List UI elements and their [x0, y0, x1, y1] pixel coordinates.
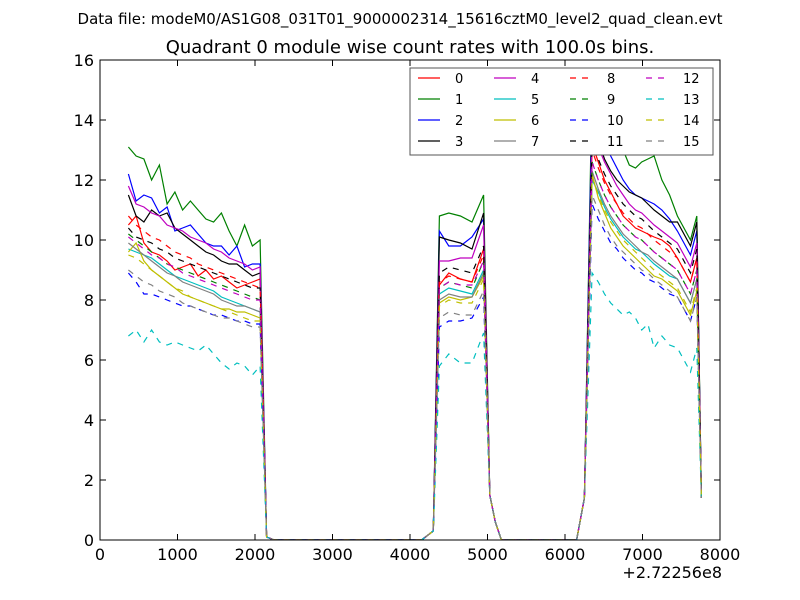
y-tick-label: 6	[84, 351, 94, 370]
legend-label-15: 15	[683, 135, 700, 150]
series-line-4	[127, 131, 702, 540]
legend-label-13: 13	[683, 93, 700, 108]
y-tick-label: 4	[84, 411, 94, 430]
x-tick-label: 7000	[622, 545, 663, 564]
legend-label-11: 11	[607, 135, 624, 150]
y-tick-label: 14	[74, 111, 94, 130]
legend-label-8: 8	[607, 72, 615, 87]
x-tick-label: 8000	[700, 545, 741, 564]
series-line-14	[128, 176, 702, 540]
y-tick-label: 16	[74, 51, 94, 70]
figure-suptitle: Data file: modeM0/AS1G08_031T01_90000023…	[78, 10, 723, 29]
y-tick-label: 10	[74, 231, 94, 250]
legend-label-1: 1	[455, 93, 463, 108]
series-line-8	[127, 149, 702, 540]
legend-label-2: 2	[455, 114, 463, 129]
x-offset-label: +2.72256e8	[622, 563, 722, 582]
legend-label-0: 0	[455, 72, 463, 87]
x-tick-label: 2000	[235, 545, 276, 564]
legend-label-5: 5	[531, 93, 539, 108]
legend-label-7: 7	[531, 135, 539, 150]
series-line-3	[127, 122, 702, 540]
y-tick-label: 2	[84, 471, 94, 490]
y-tick-label: 0	[84, 531, 94, 550]
y-tick-label: 8	[84, 291, 94, 310]
x-tick-label: 1000	[157, 545, 198, 564]
series-line-0	[127, 143, 702, 540]
legend-label-4: 4	[531, 72, 539, 87]
legend-label-6: 6	[531, 114, 539, 129]
y-tick-label: 12	[74, 171, 94, 190]
series-line-11	[127, 140, 702, 540]
legend-label-3: 3	[455, 135, 463, 150]
axis-ticks: 0 1000 2000 3000 4000 5000 6000 7000 80000246810…	[74, 51, 741, 564]
series-line-6	[127, 173, 702, 540]
chart-title: Quadrant 0 module wise count rates with …	[166, 37, 655, 58]
series-line-9	[128, 161, 702, 540]
legend-label-12: 12	[683, 72, 700, 87]
series-line-12	[128, 161, 702, 540]
x-tick-label: 3000	[312, 545, 353, 564]
x-tick-label: 5000	[467, 545, 508, 564]
legend-label-14: 14	[683, 114, 700, 129]
series-line-10	[127, 203, 702, 540]
series-line-7	[128, 170, 702, 540]
series-line-2	[127, 98, 702, 540]
plot-area	[127, 80, 702, 540]
x-tick-label: 6000	[545, 545, 586, 564]
x-tick-label: 0	[95, 545, 105, 564]
legend-label-9: 9	[607, 93, 615, 108]
series-line-1	[127, 80, 702, 540]
series-line-15	[128, 194, 702, 540]
series-line-13	[128, 271, 702, 540]
legend-label-10: 10	[607, 114, 624, 129]
x-tick-label: 4000	[390, 545, 431, 564]
